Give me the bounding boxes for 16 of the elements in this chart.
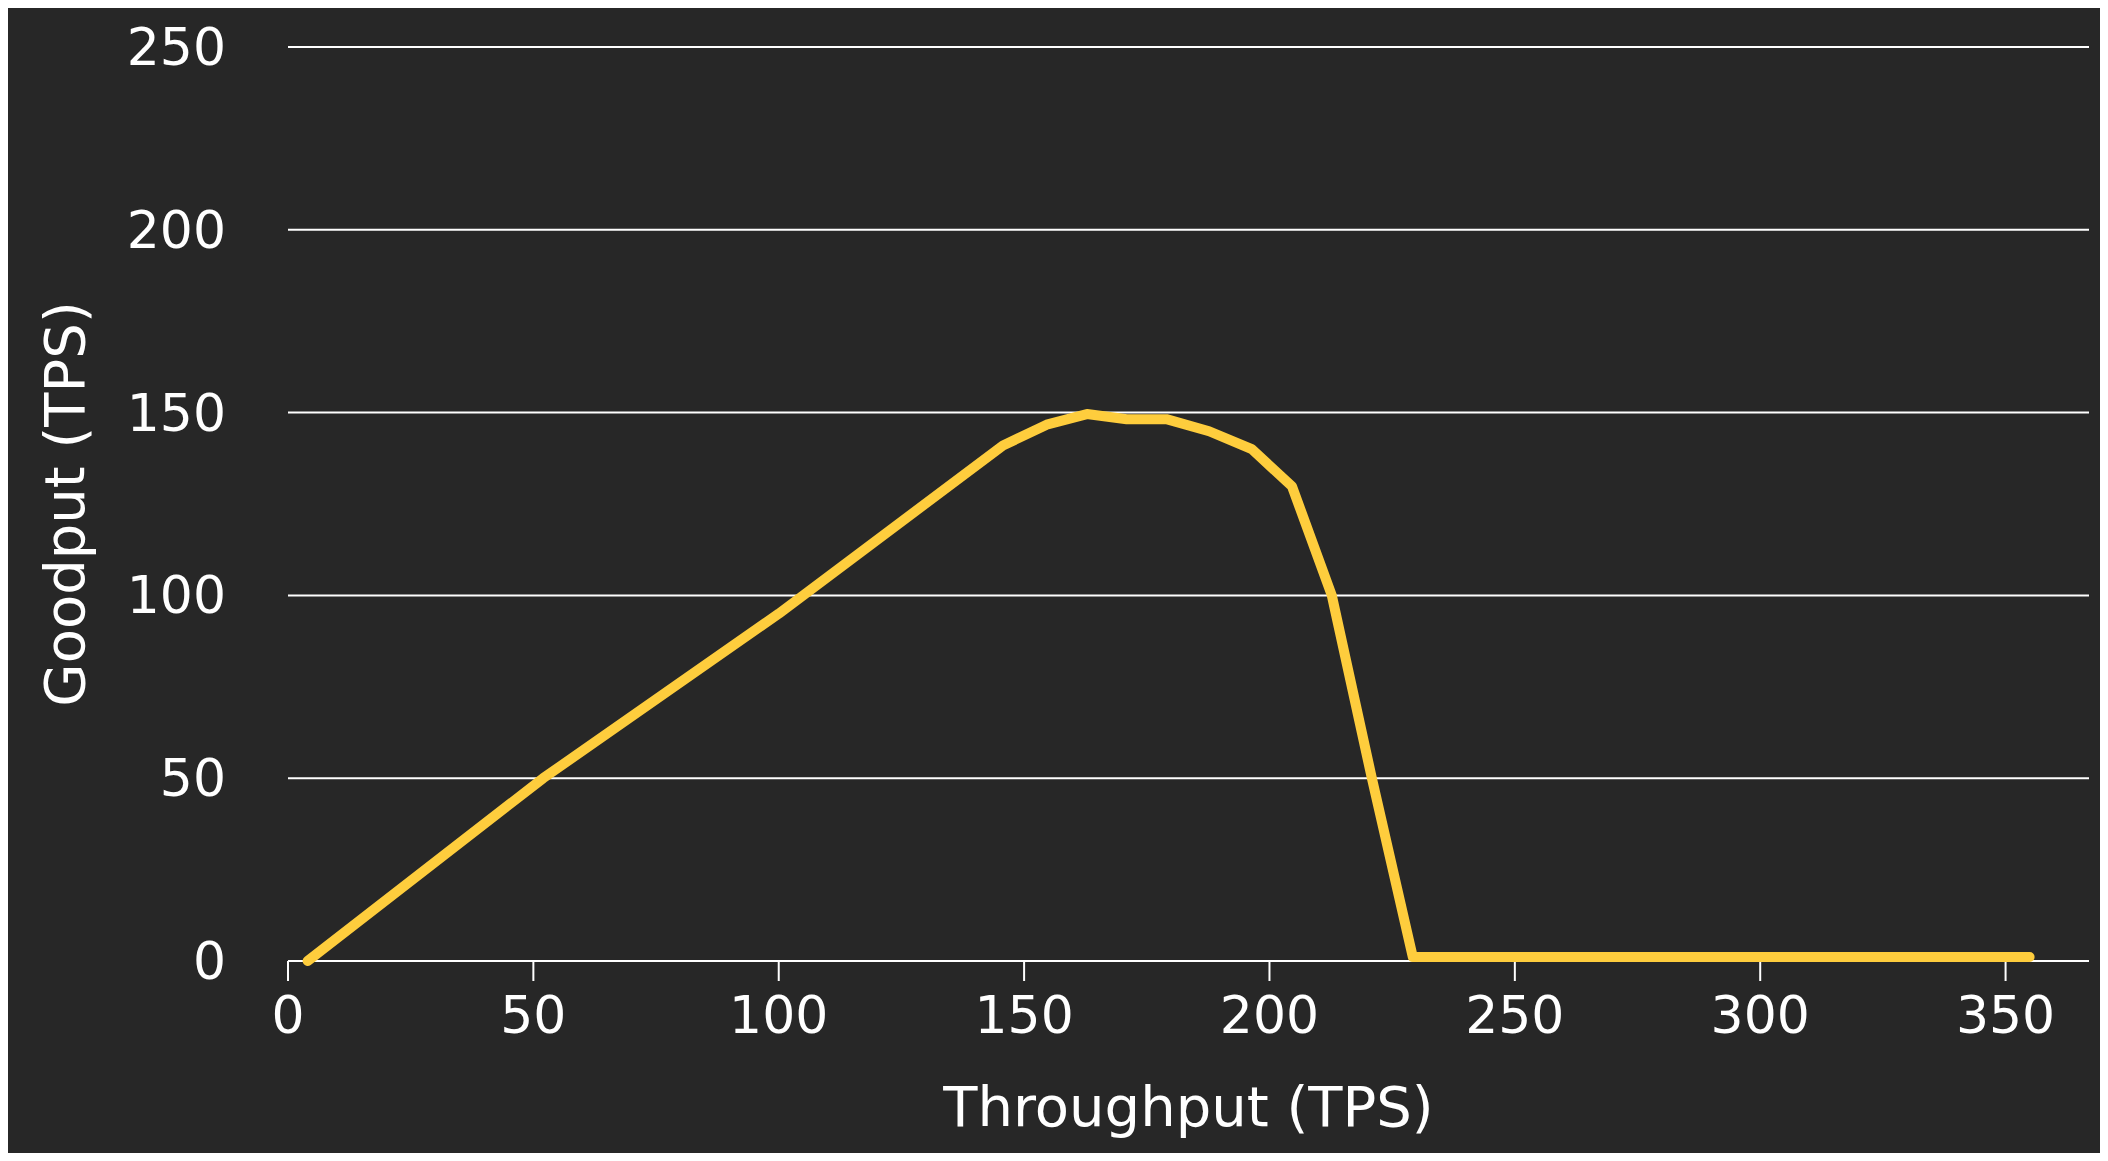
y-tick-label: 150 <box>126 382 226 443</box>
x-tick-label: 200 <box>1219 985 1320 1045</box>
x-tick-label: 100 <box>729 985 829 1045</box>
x-tick-label: 0 <box>271 985 305 1045</box>
x-tick-label: 350 <box>1955 985 2056 1045</box>
y-tick-label: 100 <box>126 565 226 626</box>
x-tick-label: 50 <box>500 985 567 1045</box>
x-tick-label: 150 <box>974 985 1074 1045</box>
y-tick-label: 0 <box>192 931 226 991</box>
y-tick-label: 250 <box>126 17 226 77</box>
y-axis-title: Goodput (TPS) <box>32 301 97 707</box>
x-tick-label: 300 <box>1710 985 1810 1045</box>
y-tick-label: 50 <box>159 748 226 809</box>
y-tick-label: 200 <box>126 199 226 260</box>
x-axis-title: Throughput (TPS) <box>942 1074 1434 1139</box>
x-tick-label: 250 <box>1465 985 1565 1045</box>
